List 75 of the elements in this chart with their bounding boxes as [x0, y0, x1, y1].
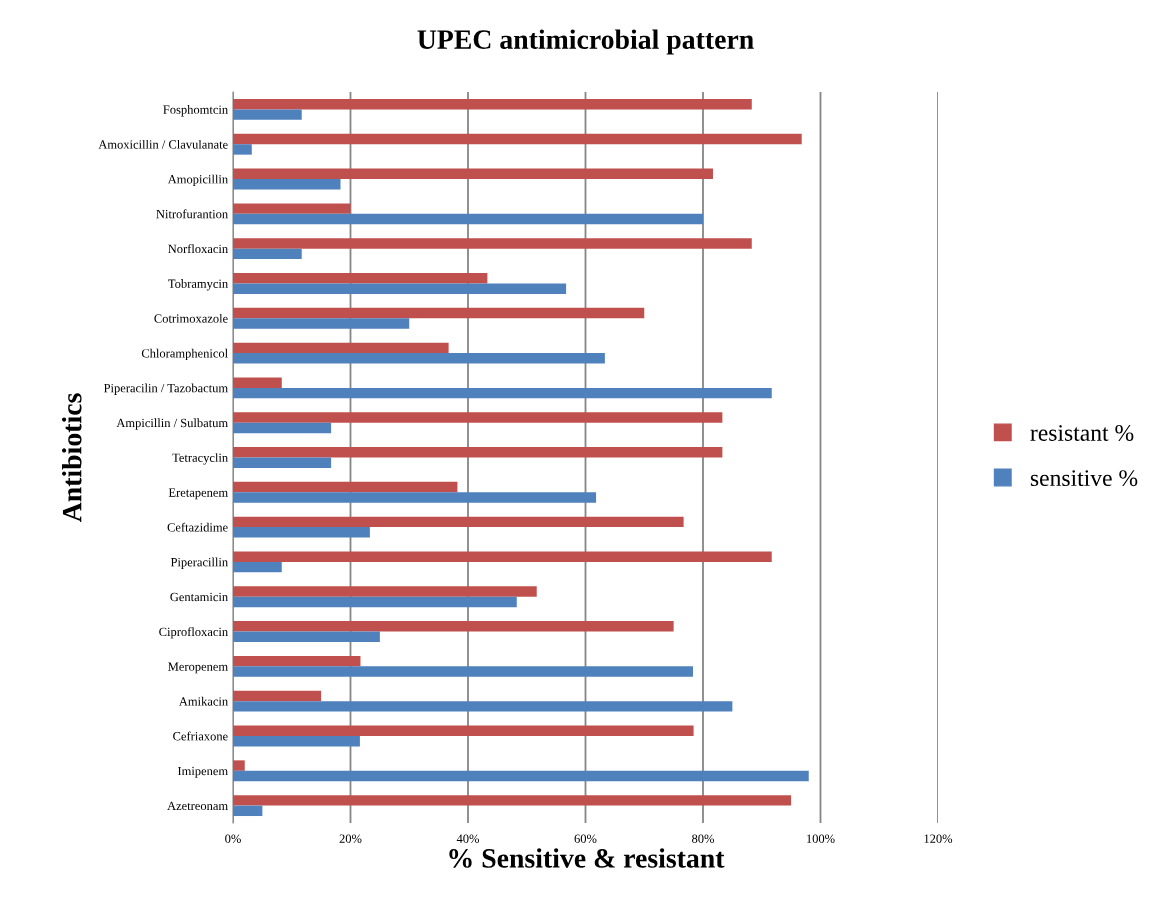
bar — [233, 586, 537, 597]
y-tick-label: Gentamicin — [170, 592, 228, 602]
x-tick-label: 100% — [807, 834, 835, 843]
bar — [233, 273, 488, 284]
bar — [233, 770, 809, 782]
x-tick-label: 80% — [692, 834, 715, 843]
x-tick-label: 40% — [456, 834, 480, 843]
y-tick-label: Piperacilin / Tazobactum — [103, 383, 228, 395]
bar — [233, 701, 733, 712]
bar — [233, 457, 332, 468]
bar — [233, 213, 703, 225]
bar — [233, 248, 302, 260]
y-tick-label: Norfloxacin — [168, 244, 228, 254]
bar — [233, 596, 517, 608]
legend-label: sensitive % — [1030, 470, 1138, 487]
y-tick-label: Ampicillin / Sulbatum — [116, 418, 228, 430]
bar — [233, 735, 360, 747]
bar — [233, 144, 252, 155]
bar — [233, 238, 752, 249]
bar — [233, 516, 684, 528]
bar — [233, 447, 723, 458]
bar — [233, 422, 332, 434]
y-axis-title: Antibiotics — [62, 393, 82, 523]
y-tick-label: Chloramphenicol — [141, 348, 228, 361]
y-tick-label: Tobramycin — [168, 279, 228, 291]
x-tick-label: 120% — [924, 834, 953, 843]
bar — [233, 98, 752, 110]
bar — [233, 631, 380, 642]
y-tick-label: Nitrofurantion — [156, 209, 228, 219]
x-tick-label: 0% — [225, 834, 241, 843]
bar — [233, 203, 351, 214]
bar — [233, 412, 723, 423]
x-tick-label: 60% — [574, 834, 597, 843]
bar — [233, 805, 263, 817]
bar — [233, 387, 772, 399]
bar — [233, 353, 605, 364]
bar — [233, 666, 694, 677]
bar — [233, 109, 302, 120]
chart-title: UPEC antimicrobial pattern — [417, 29, 754, 55]
bar — [233, 795, 792, 806]
bar — [233, 725, 694, 736]
y-tick-label: Azetreonam — [167, 801, 228, 811]
bar — [233, 318, 410, 329]
y-tick-label: Ceftazidime — [167, 522, 228, 532]
bar — [233, 492, 597, 503]
y-tick-label: Amopicillin — [167, 174, 228, 187]
y-tick-label: Tetracyclin — [172, 453, 228, 465]
y-tick-label: Piperacillin — [170, 557, 228, 569]
y-tick-label: Meropenem — [168, 662, 228, 674]
y-tick-label: Amoxicillin / Clavulanate — [98, 139, 228, 149]
y-tick-label: Ciprofloxacin — [159, 627, 228, 639]
y-tick-label: Imipenem — [177, 766, 228, 778]
bar — [233, 283, 567, 294]
bar — [233, 551, 772, 562]
bar — [233, 481, 458, 493]
bar — [233, 655, 361, 667]
bar — [233, 342, 449, 354]
bar — [233, 377, 282, 388]
bar — [233, 179, 341, 190]
y-tick-label: Cefriaxone — [173, 731, 228, 741]
bar — [233, 307, 645, 319]
bar — [233, 561, 282, 573]
bar — [233, 527, 370, 538]
bar — [233, 133, 802, 145]
legend-label: resistant % — [1030, 424, 1134, 441]
x-tick-label: 20% — [339, 834, 362, 843]
bar — [233, 760, 245, 771]
bar — [233, 168, 713, 180]
bar — [233, 690, 322, 702]
y-tick-label: Cotrimoxazole — [154, 313, 228, 323]
y-tick-label: Fosphomtcin — [163, 105, 228, 117]
x-axis-title: % Sensitive & resistant — [449, 848, 725, 868]
y-tick-label: Amikacin — [178, 696, 228, 706]
y-tick-label: Eretapenem — [168, 488, 228, 500]
bar — [233, 621, 674, 632]
